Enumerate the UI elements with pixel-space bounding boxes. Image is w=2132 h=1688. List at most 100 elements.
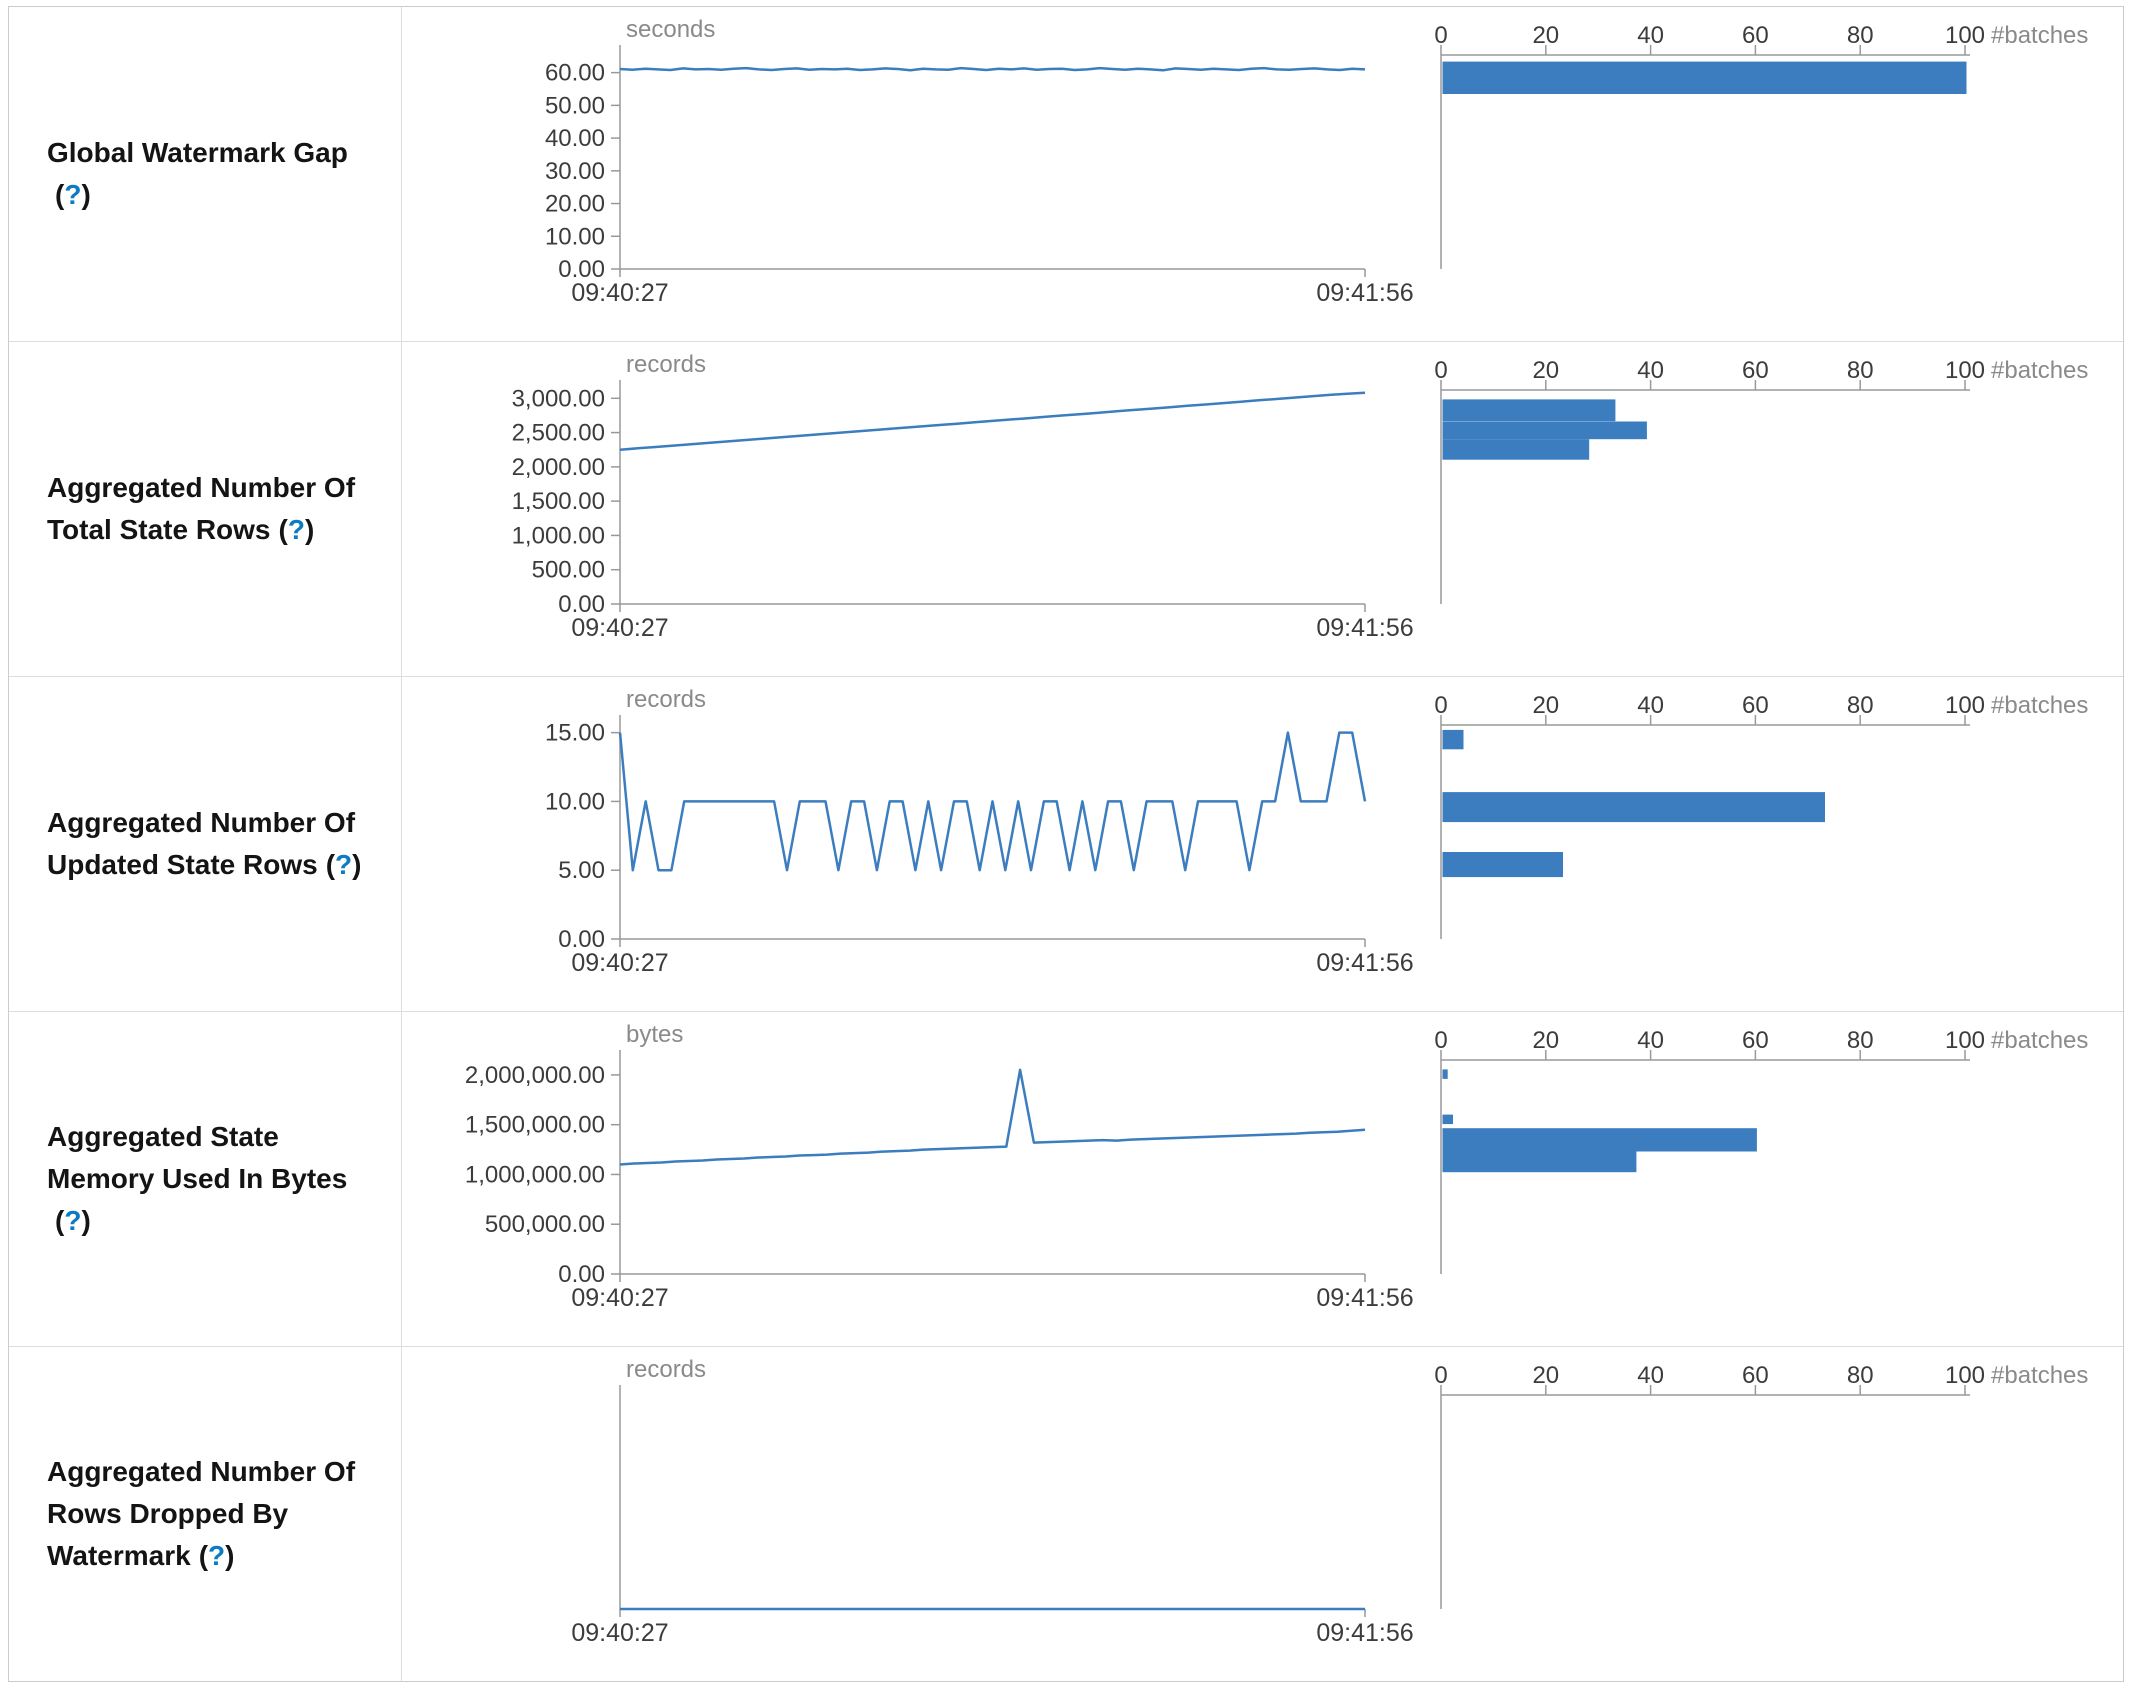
svg-text:09:41:56: 09:41:56 xyxy=(1316,1284,1413,1312)
svg-text:500,000.00: 500,000.00 xyxy=(485,1211,605,1238)
svg-text:09:40:27: 09:40:27 xyxy=(571,1619,668,1647)
svg-text:records: records xyxy=(626,1356,706,1383)
metric-label: Aggregated State Memory Used In Bytes (?) xyxy=(47,1116,386,1242)
help-question-icon[interactable]: ? xyxy=(335,849,353,880)
svg-text:0: 0 xyxy=(1434,1362,1447,1389)
timeline-cell: bytes 2,000,000.00 1,500,000.00 1,000,000.0… xyxy=(402,1012,1432,1346)
metric-label: Aggregated Number Of Total State Rows (?) xyxy=(47,467,386,551)
metric-label: Global Watermark Gap (?) xyxy=(47,132,386,216)
svg-text:1,500.00: 1,500.00 xyxy=(512,488,605,515)
metric-label-cell: Global Watermark Gap (?) xyxy=(9,7,402,341)
svg-text:2,000.00: 2,000.00 xyxy=(512,454,605,481)
svg-text:20: 20 xyxy=(1532,1362,1559,1389)
timeline-chart: seconds 60.00 50.00 40.00 30.00 20.00 10.00 0.0… xyxy=(545,16,1414,307)
histogram-chart: 0 20 40 60 80 100 #batches xyxy=(1434,1027,2088,1274)
svg-text:1,000.00: 1,000.00 xyxy=(512,522,605,549)
svg-text:60: 60 xyxy=(1742,22,1769,49)
timeline-chart: records 09:40:27 09:41:56 xyxy=(571,1356,1413,1647)
svg-text:0: 0 xyxy=(1434,22,1447,49)
svg-text:0.00: 0.00 xyxy=(558,256,605,283)
metric-label-cell: Aggregated Number Of Total State Rows (?) xyxy=(9,342,402,676)
svg-text:2,500.00: 2,500.00 xyxy=(512,420,605,447)
svg-text:#batches: #batches xyxy=(1991,1027,2088,1054)
svg-text:1,000,000.00: 1,000,000.00 xyxy=(465,1161,605,1188)
histogram-cell: 0 20 40 60 80 100 #batches xyxy=(1432,677,2123,1011)
timeline-chart: records 3,000.00 2,500.00 2,000.00 1,500.00 1… xyxy=(512,351,1414,642)
svg-text:09:40:27: 09:40:27 xyxy=(571,279,668,307)
histogram-chart: 0 20 40 60 80 100 #batches xyxy=(1434,692,2088,939)
svg-text:09:41:56: 09:41:56 xyxy=(1316,949,1413,977)
timeline-chart: bytes 2,000,000.00 1,500,000.00 1,000,000.0… xyxy=(465,1021,1414,1312)
metric-name: Aggregated Number Of Rows Dropped By Wat… xyxy=(47,1456,356,1571)
svg-text:100: 100 xyxy=(1945,22,1985,49)
histogram-chart: 0 20 40 60 80 100 #batches xyxy=(1434,357,2088,604)
help-link[interactable]: (?) xyxy=(55,179,91,210)
svg-text:30.00: 30.00 xyxy=(545,158,605,185)
svg-text:20: 20 xyxy=(1532,357,1559,384)
help-link[interactable]: (?) xyxy=(198,1540,235,1571)
svg-text:0: 0 xyxy=(1434,357,1447,384)
svg-text:0: 0 xyxy=(1434,692,1447,719)
svg-text:20: 20 xyxy=(1532,692,1559,719)
svg-text:09:41:56: 09:41:56 xyxy=(1316,1619,1413,1647)
histogram-cell: 0 20 40 60 80 100 #batches xyxy=(1432,342,2123,676)
svg-text:100: 100 xyxy=(1945,692,1985,719)
svg-text:records: records xyxy=(626,686,706,713)
help-question-icon[interactable]: ? xyxy=(64,179,82,210)
svg-text:500.00: 500.00 xyxy=(532,557,605,584)
svg-text:40: 40 xyxy=(1637,692,1664,719)
metric-name: Aggregated Number Of Updated State Rows xyxy=(47,807,356,880)
metric-label-cell: Aggregated Number Of Updated State Rows(… xyxy=(9,677,402,1011)
svg-text:40: 40 xyxy=(1637,1362,1664,1389)
svg-text:#batches: #batches xyxy=(1991,22,2088,49)
svg-text:80: 80 xyxy=(1847,1027,1874,1054)
svg-text:100: 100 xyxy=(1945,1362,1985,1389)
metric-name: Global Watermark Gap xyxy=(47,137,348,168)
svg-text:0.00: 0.00 xyxy=(558,926,605,953)
svg-text:50.00: 50.00 xyxy=(545,92,605,119)
svg-text:40: 40 xyxy=(1637,1027,1664,1054)
svg-text:5.00: 5.00 xyxy=(558,857,605,884)
svg-text:10.00: 10.00 xyxy=(545,223,605,250)
svg-text:40.00: 40.00 xyxy=(545,125,605,152)
timeline-cell: records 09:40:27 09:41:56 xyxy=(402,1347,1432,1681)
help-link[interactable]: (?) xyxy=(55,1205,91,1236)
metric-row: Aggregated Number Of Total State Rows (?)… xyxy=(9,342,2123,677)
svg-text:40: 40 xyxy=(1637,22,1664,49)
streaming-metrics-table: Global Watermark Gap (?) seconds 60.00 50.0… xyxy=(8,6,2124,1682)
svg-text:20: 20 xyxy=(1532,1027,1559,1054)
help-link[interactable]: (?) xyxy=(325,849,362,880)
svg-text:09:40:27: 09:40:27 xyxy=(571,1284,668,1312)
metric-row: Aggregated State Memory Used In Bytes (?)… xyxy=(9,1012,2123,1347)
svg-text:3,000.00: 3,000.00 xyxy=(512,385,605,412)
svg-text:0: 0 xyxy=(1434,1027,1447,1054)
help-question-icon[interactable]: ? xyxy=(287,514,305,545)
svg-text:records: records xyxy=(626,351,706,378)
histogram-cell: 0 20 40 60 80 100 #batches xyxy=(1432,7,2123,341)
svg-text:15.00: 15.00 xyxy=(545,720,605,747)
help-question-icon[interactable]: ? xyxy=(64,1205,82,1236)
svg-text:60: 60 xyxy=(1742,1027,1769,1054)
metric-row: Aggregated Number Of Rows Dropped By Wat… xyxy=(9,1347,2123,1681)
svg-text:20: 20 xyxy=(1532,22,1559,49)
svg-text:#batches: #batches xyxy=(1991,357,2088,384)
metric-label: Aggregated Number Of Rows Dropped By Wat… xyxy=(47,1451,386,1577)
help-question-icon[interactable]: ? xyxy=(208,1540,226,1571)
metric-name: Aggregated State Memory Used In Bytes xyxy=(47,1121,348,1194)
svg-text:seconds: seconds xyxy=(626,16,715,43)
metric-label: Aggregated Number Of Updated State Rows(… xyxy=(47,802,386,886)
svg-text:60: 60 xyxy=(1742,692,1769,719)
help-link[interactable]: (?) xyxy=(278,514,315,545)
metric-label-cell: Aggregated State Memory Used In Bytes (?) xyxy=(9,1012,402,1346)
svg-text:#batches: #batches xyxy=(1991,692,2088,719)
svg-text:20.00: 20.00 xyxy=(545,191,605,218)
svg-text:bytes: bytes xyxy=(626,1021,683,1048)
svg-text:40: 40 xyxy=(1637,357,1664,384)
svg-text:0.00: 0.00 xyxy=(558,1261,605,1288)
histogram-chart: 0 20 40 60 80 100 #batches xyxy=(1434,22,2088,269)
svg-text:60: 60 xyxy=(1742,357,1769,384)
svg-text:10.00: 10.00 xyxy=(545,788,605,815)
metric-label-cell: Aggregated Number Of Rows Dropped By Wat… xyxy=(9,1347,402,1681)
svg-text:2,000,000.00: 2,000,000.00 xyxy=(465,1062,605,1089)
